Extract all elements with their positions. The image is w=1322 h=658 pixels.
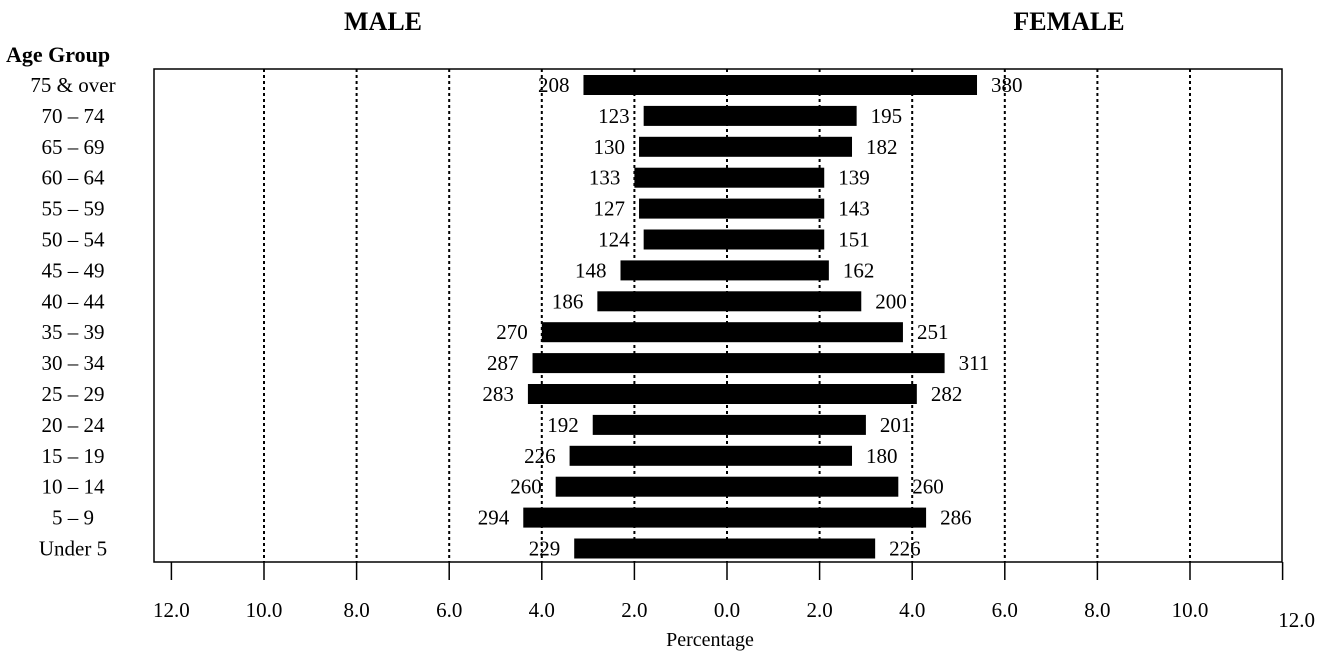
- female-value-label: 260: [912, 475, 944, 499]
- male-value-label: 192: [547, 413, 579, 437]
- category-labels: 75 & over 70 – 74 65 – 69 60 – 64 55 – 59 50 …: [30, 73, 115, 561]
- female-value-label: 282: [931, 382, 963, 406]
- x-tick-label: 8.0: [343, 598, 369, 622]
- x-axis-ticks: 12.0 10.0 8.0 6.0 4.0 2.0 0.0 2.0 4.0 6.0 8.0 10.0 1…: [153, 562, 1315, 632]
- age-group-header: Age Group: [6, 42, 110, 67]
- female-value-label: 201: [880, 413, 912, 437]
- category-label: 35 – 39: [42, 320, 105, 344]
- category-label: 5 – 9: [52, 506, 94, 530]
- bar-age-5: [643, 229, 825, 250]
- male-value-label: 133: [589, 166, 621, 190]
- bar-age-10: [527, 384, 917, 404]
- female-value-label: 226: [889, 537, 921, 561]
- female-value-label: 180: [866, 444, 898, 468]
- bars-group: [523, 75, 978, 559]
- category-label: 15 – 19: [42, 444, 105, 468]
- category-label: 70 – 74: [42, 104, 106, 128]
- x-tick-label: 4.0: [529, 598, 555, 622]
- female-value-label: 143: [838, 197, 870, 221]
- male-value-label: 130: [594, 135, 626, 159]
- category-label: 45 – 49: [42, 258, 105, 282]
- bar-age-0: [583, 75, 978, 95]
- female-value-label: 200: [875, 289, 907, 313]
- male-value-label: 123: [598, 104, 630, 128]
- bar-age-8: [541, 322, 903, 343]
- bar-age-15: [574, 538, 876, 559]
- male-value-label: 186: [552, 289, 584, 313]
- category-label: 60 – 64: [42, 166, 106, 190]
- x-tick-label: 0.0: [714, 598, 740, 622]
- bar-age-14: [523, 507, 927, 528]
- female-value-label: 251: [917, 320, 949, 344]
- category-label: 50 – 54: [42, 228, 106, 252]
- value-labels: 208 380 123 195 130 182 133 139 127 143 124 151 148 1…: [478, 73, 1023, 561]
- male-value-label: 270: [496, 320, 528, 344]
- bar-age-13: [555, 476, 899, 497]
- x-tick-label: 6.0: [992, 598, 1018, 622]
- female-value-label: 380: [991, 73, 1023, 97]
- female-header: FEMALE: [1013, 7, 1124, 36]
- category-label: 40 – 44: [42, 289, 106, 313]
- bar-age-12: [569, 445, 853, 466]
- female-value-label: 195: [871, 104, 903, 128]
- bar-age-3: [634, 167, 825, 188]
- female-value-label: 182: [866, 135, 898, 159]
- male-value-label: 260: [510, 475, 542, 499]
- category-label: 25 – 29: [42, 382, 105, 406]
- x-tick-label: 4.0: [899, 598, 925, 622]
- category-label: 75 & over: [30, 73, 115, 97]
- female-value-label: 162: [843, 258, 875, 282]
- category-label: 55 – 59: [42, 197, 105, 221]
- x-tick-label: 2.0: [621, 598, 647, 622]
- female-value-label: 151: [838, 228, 870, 252]
- female-value-label: 286: [940, 506, 972, 530]
- male-header: MALE: [344, 7, 422, 36]
- x-tick-label: 6.0: [436, 598, 462, 622]
- bar-age-9: [532, 353, 945, 374]
- x-tick-label: 10.0: [246, 598, 283, 622]
- x-tick-label: 8.0: [1084, 598, 1110, 622]
- category-label: 10 – 14: [42, 475, 106, 499]
- category-label: 30 – 34: [42, 351, 106, 375]
- category-label: 20 – 24: [42, 413, 106, 437]
- bar-age-2: [639, 136, 853, 157]
- male-value-label: 208: [538, 73, 570, 97]
- male-value-label: 127: [594, 197, 626, 221]
- bar-age-6: [620, 260, 829, 281]
- bar-age-1: [643, 105, 857, 126]
- plot-frame: [153, 68, 1283, 563]
- category-label: 65 – 69: [42, 135, 105, 159]
- x-axis-label: Percentage: [666, 629, 754, 651]
- male-value-label: 294: [478, 506, 510, 530]
- male-value-label: 226: [524, 444, 556, 468]
- bar-age-7: [597, 291, 862, 312]
- female-value-label: 311: [959, 351, 990, 375]
- male-value-label: 287: [487, 351, 519, 375]
- category-label: Under 5: [39, 537, 107, 561]
- male-value-label: 124: [598, 228, 630, 252]
- bar-age-4: [639, 198, 825, 219]
- x-tick-label: 2.0: [806, 598, 832, 622]
- x-tick-label: 12.0: [1278, 608, 1315, 632]
- male-value-label: 229: [529, 537, 561, 561]
- bar-age-11: [592, 414, 866, 435]
- male-value-label: 283: [482, 382, 514, 406]
- male-value-label: 148: [575, 258, 607, 282]
- x-tick-label: 10.0: [1172, 598, 1209, 622]
- x-tick-label: 12.0: [153, 598, 190, 622]
- female-value-label: 139: [838, 166, 870, 190]
